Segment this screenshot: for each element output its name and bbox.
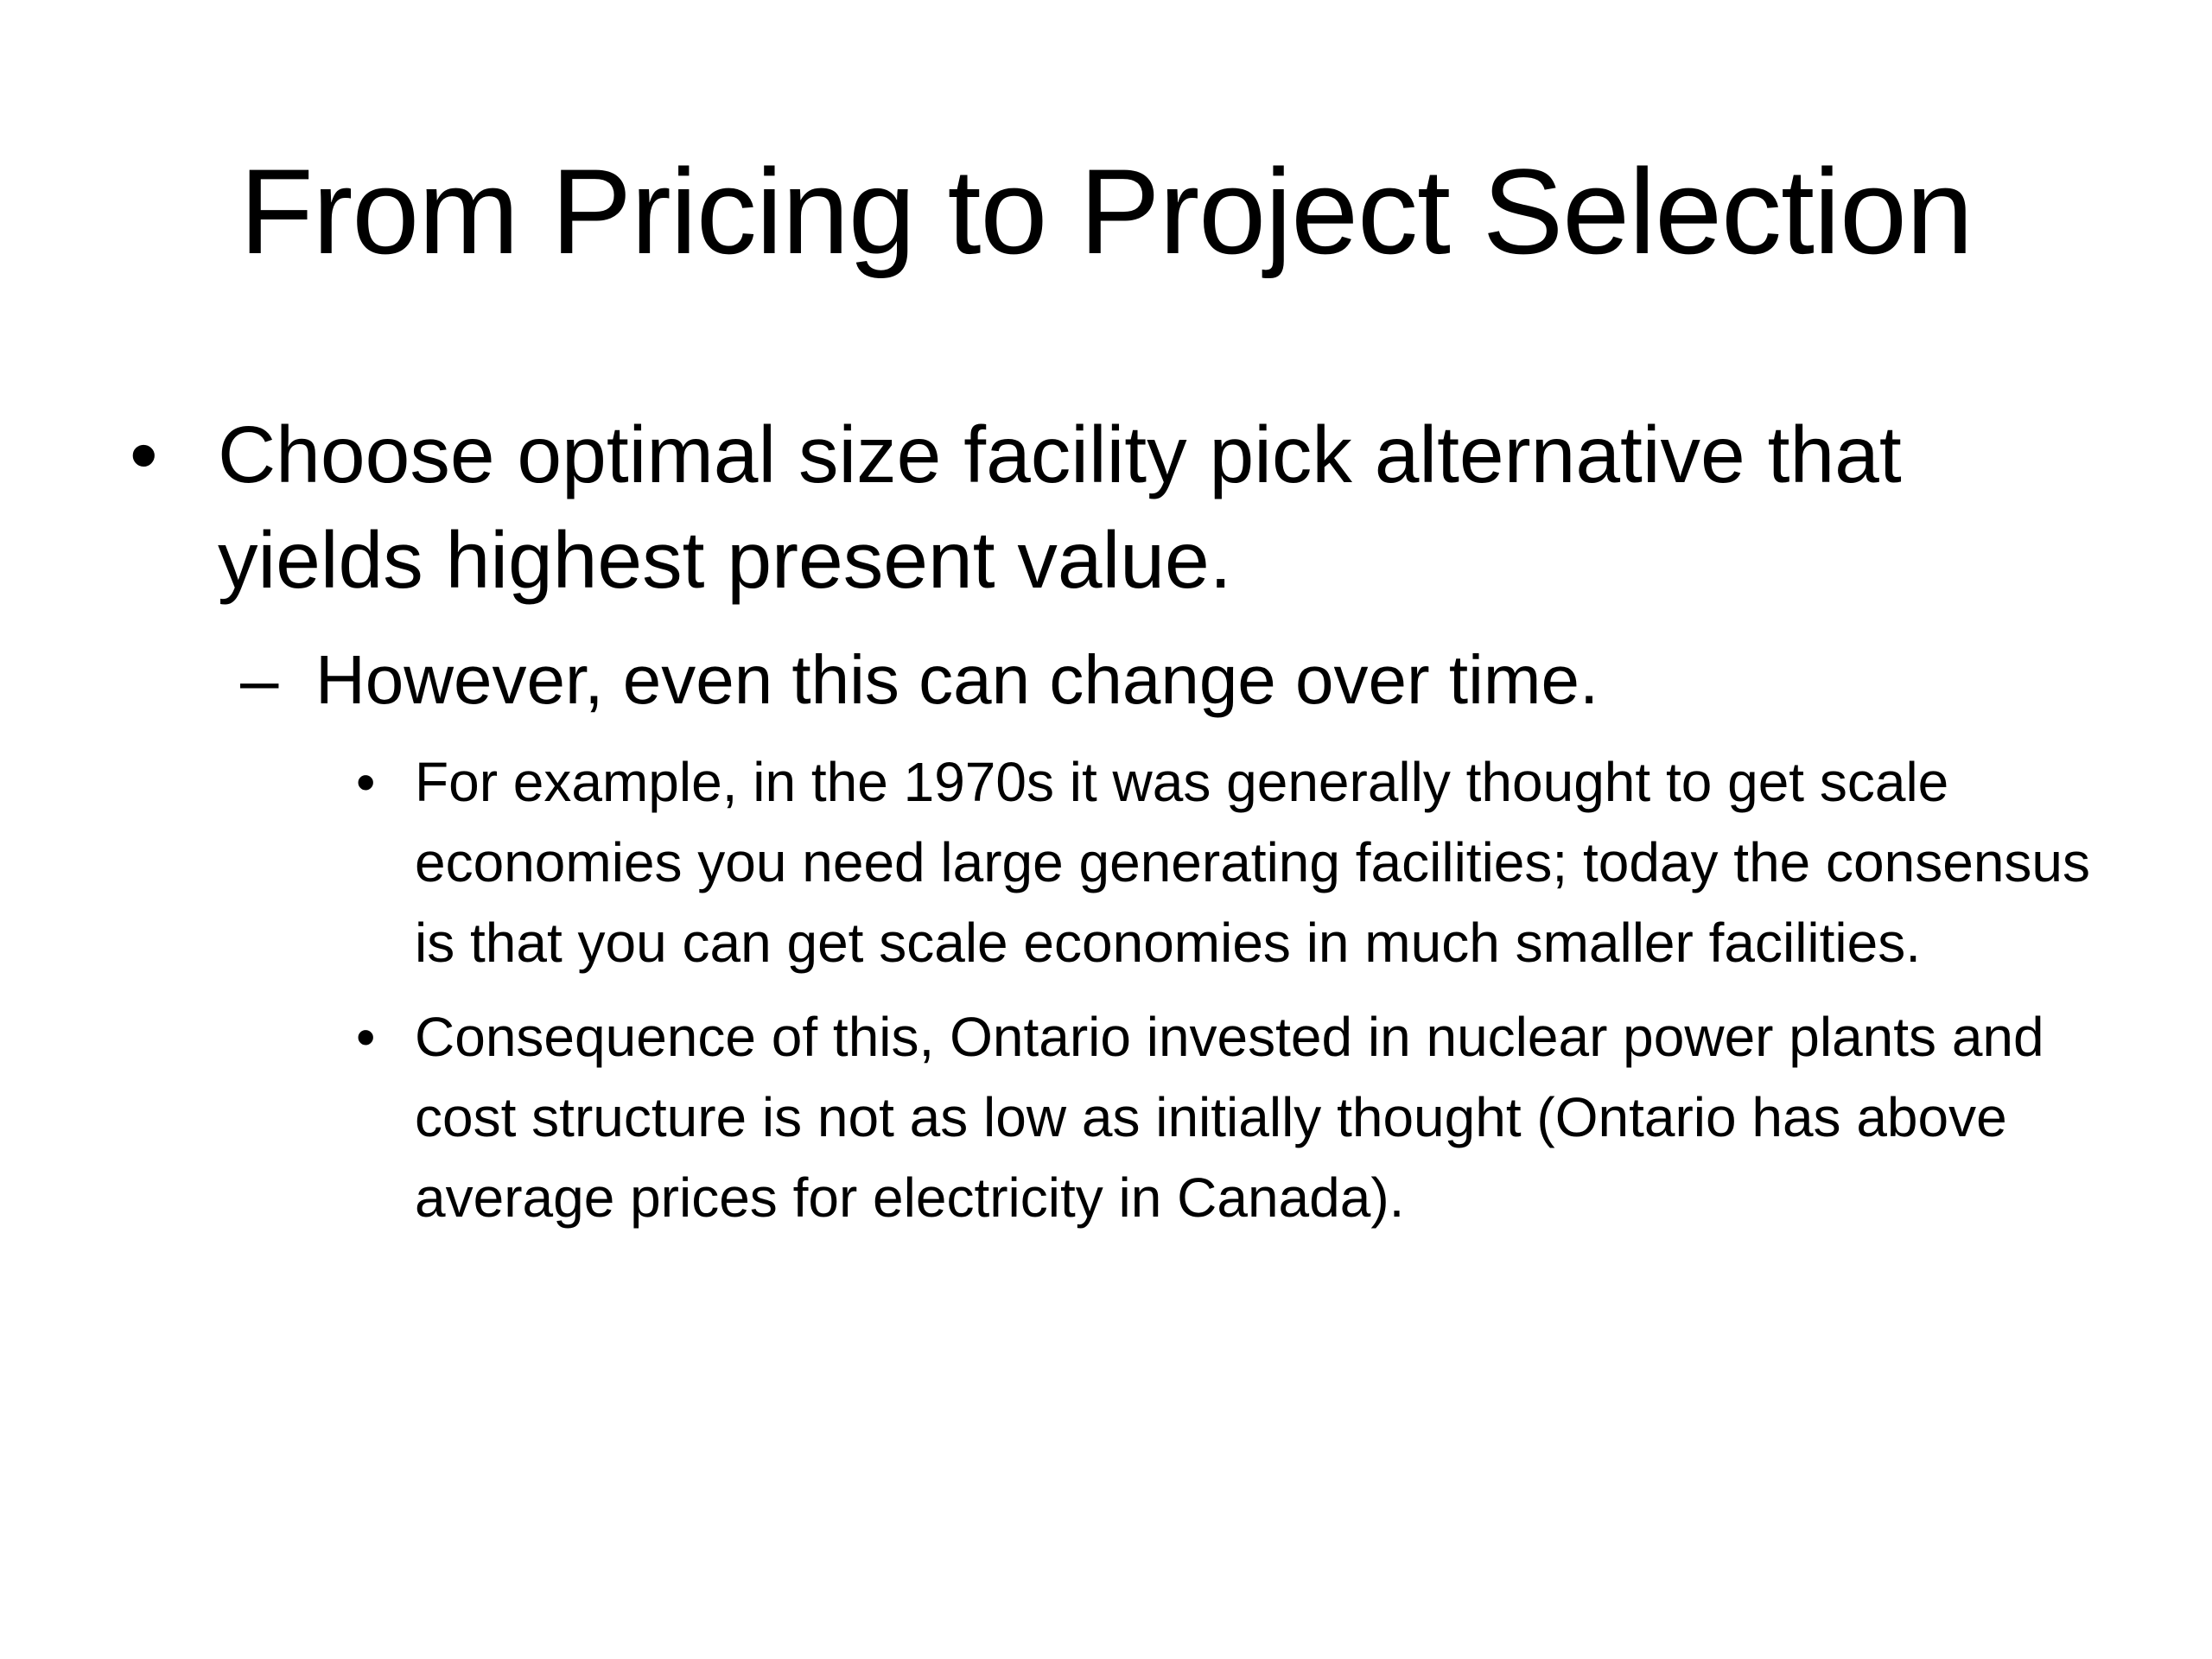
sub-sub-point-1-text: For example, in the 1970s it was general…: [415, 751, 2090, 974]
bullet-icon: •: [356, 1006, 376, 1068]
bullet-icon: •: [130, 410, 158, 499]
sub-sub-point-2-text: Consequence of this, Ontario invested in…: [415, 1006, 2044, 1229]
bullet-point-1: • Choose optimal size facility pick alte…: [130, 402, 2075, 613]
slide-content: • Choose optimal size facility pick alte…: [130, 402, 2100, 1252]
bullet-point-1-text: Choose optimal size facility pick altern…: [218, 410, 1902, 605]
dash-icon: –: [240, 641, 279, 718]
sub-point: – However, even this can change over tim…: [130, 637, 2100, 723]
slide-title: From Pricing to Project Selection: [239, 143, 1974, 279]
sub-sub-point-2: • Consequence of this, Ontario invested …: [130, 997, 2126, 1238]
sub-point-text: However, even this can change over time.: [315, 641, 1599, 718]
sub-sub-point-1: • For example, in the 1970s it was gener…: [130, 742, 2126, 983]
bullet-icon: •: [356, 751, 376, 813]
sub-sub-point-list: • For example, in the 1970s it was gener…: [130, 742, 2100, 1238]
